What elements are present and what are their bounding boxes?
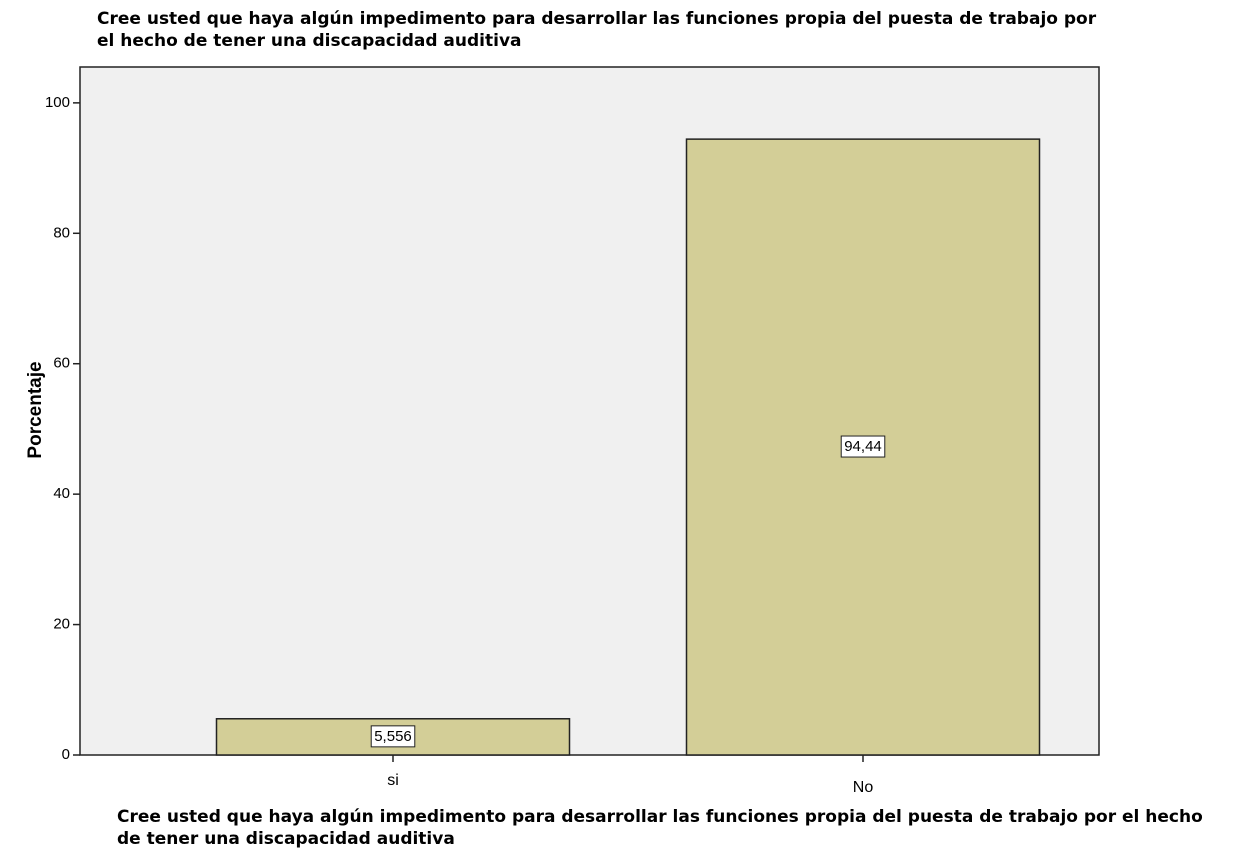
x-axis-label: Cree usted que haya algún impedimento pa… [117,807,1203,849]
value-label-box [370,725,416,748]
y-tick-label: 60 [53,355,70,372]
y-tick-label: 100 [45,94,70,111]
y-tick-label: 40 [53,485,70,502]
chart-title: Cree usted que haya algún impedimento pa… [97,9,1097,51]
y-tick-label: 20 [53,616,70,633]
value-label: 5,556 [374,728,412,745]
value-label-box [840,435,886,458]
y-axis-label: Porcentaje [25,361,46,458]
y-tick-label: 80 [53,224,70,241]
value-label: 94,44 [844,438,882,455]
y-tick-label: 0 [62,746,70,763]
x-tick-label: si [387,772,399,789]
x-tick-label: No [853,779,874,796]
